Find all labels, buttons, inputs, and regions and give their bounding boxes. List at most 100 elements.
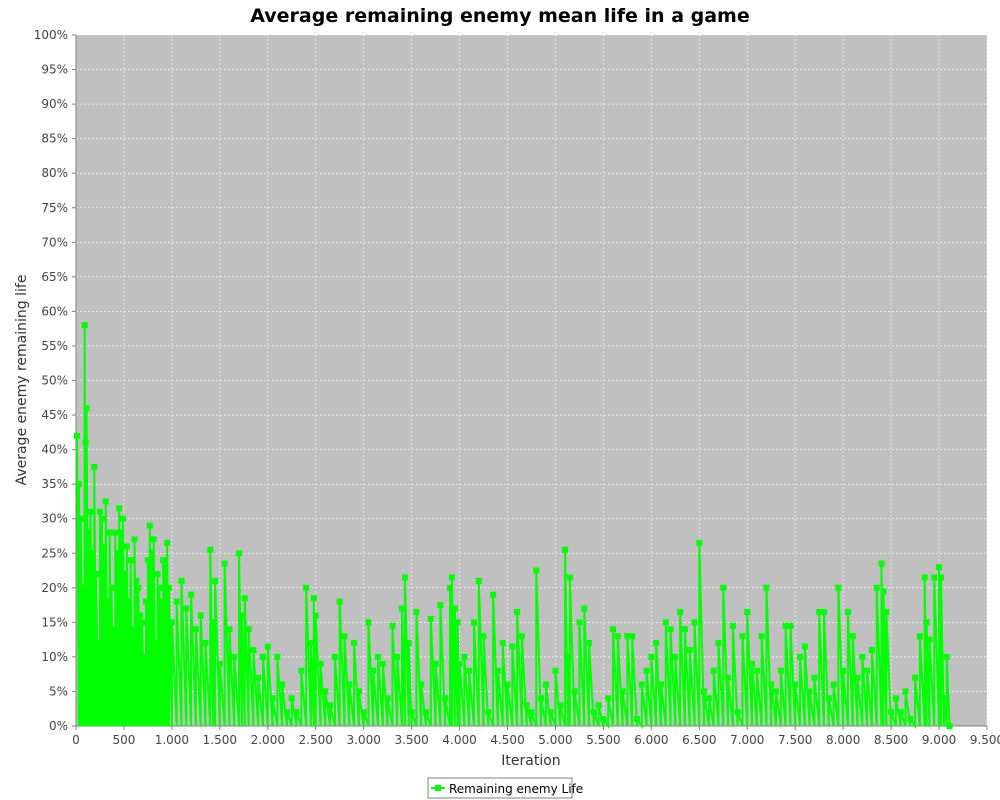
data-point (581, 605, 588, 612)
data-point (696, 539, 703, 546)
data-point (119, 515, 126, 522)
data-point (133, 577, 140, 584)
data-point (662, 619, 669, 626)
data-point (110, 626, 117, 633)
y-tick-label: 65% (41, 270, 68, 284)
data-point (773, 688, 780, 695)
data-point (150, 536, 157, 543)
data-point (921, 574, 928, 581)
data-point (288, 695, 295, 702)
y-tick-label: 35% (41, 477, 68, 491)
x-tick-label: 0 (72, 733, 80, 747)
data-point (494, 667, 501, 674)
y-tick-label: 55% (41, 339, 68, 353)
data-point (873, 584, 880, 591)
data-point (480, 633, 487, 640)
data-point (768, 681, 775, 688)
data-point (677, 608, 684, 615)
data-point (923, 619, 930, 626)
data-point (504, 681, 511, 688)
data-point (166, 584, 173, 591)
data-point (341, 633, 348, 640)
data-point (701, 688, 708, 695)
legend: Remaining enemy Life (427, 777, 583, 799)
data-point (897, 709, 904, 716)
x-tick-label: 8.000 (826, 733, 860, 747)
data-point (154, 570, 161, 577)
data-point (461, 653, 468, 660)
series-line (75, 325, 951, 730)
data-point (849, 633, 856, 640)
data-point (77, 515, 84, 522)
x-tick-label: 6.500 (682, 733, 716, 747)
data-point (83, 405, 90, 412)
x-tick-label: 9.500 (970, 733, 1000, 747)
data-point (255, 674, 262, 681)
x-tick-label: 500 (112, 733, 135, 747)
data-point (310, 595, 317, 602)
data-point (95, 640, 102, 647)
data-point (139, 619, 146, 626)
x-tick-label: 2.000 (251, 733, 285, 747)
data-point (595, 702, 602, 709)
data-point (763, 584, 770, 591)
data-point (797, 653, 804, 660)
data-point (75, 481, 82, 488)
data-point (509, 643, 516, 650)
data-point (375, 653, 382, 660)
data-point (547, 709, 554, 716)
data-point (336, 598, 343, 605)
data-point (600, 716, 607, 723)
data-point (112, 529, 119, 536)
data-point (926, 636, 933, 643)
data-point (259, 653, 266, 660)
data-point (514, 608, 521, 615)
data-point (454, 619, 461, 626)
data-point (811, 674, 818, 681)
data-point (936, 564, 943, 571)
data-point (178, 577, 185, 584)
data-point (720, 584, 727, 591)
x-tick-label: 1.000 (155, 733, 189, 747)
data-point (401, 574, 408, 581)
data-point (418, 681, 425, 688)
data-point (916, 633, 923, 640)
data-point (734, 709, 741, 716)
data-point (564, 653, 571, 660)
legend-box (427, 777, 573, 799)
data-point (758, 633, 765, 640)
data-point (116, 505, 123, 512)
data-point (614, 633, 621, 640)
data-point (672, 653, 679, 660)
data-point (141, 653, 148, 660)
data-point (485, 709, 492, 716)
data-point (384, 695, 391, 702)
data-point (121, 570, 128, 577)
data-point (725, 674, 732, 681)
data-point (127, 557, 134, 564)
data-point (389, 622, 396, 629)
data-point (370, 667, 377, 674)
data-point (210, 619, 217, 626)
data-point (162, 564, 169, 571)
data-point (408, 709, 415, 716)
data-point (806, 688, 813, 695)
data-point (878, 560, 885, 567)
data-point (931, 574, 938, 581)
data-point (844, 608, 851, 615)
data-point (912, 674, 919, 681)
data-point (73, 432, 80, 439)
data-point (104, 598, 111, 605)
data-point (269, 695, 276, 702)
data-point (557, 702, 564, 709)
x-tick-label: 7.000 (730, 733, 764, 747)
data-point (475, 577, 482, 584)
data-point (405, 640, 412, 647)
data-point (801, 643, 808, 650)
y-tick-label: 5% (49, 684, 68, 698)
data-point (940, 695, 947, 702)
y-axis-label: Average enemy remaining life (14, 275, 30, 486)
x-tick-label: 6.000 (634, 733, 668, 747)
data-point (892, 695, 899, 702)
data-point (394, 653, 401, 660)
